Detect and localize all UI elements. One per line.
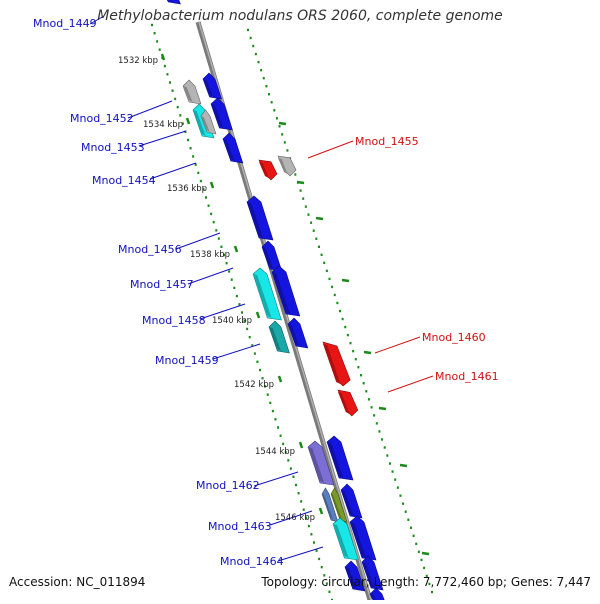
gene-block-1449 bbox=[166, 0, 181, 5]
gene-label: Mnod_1461 bbox=[435, 370, 499, 383]
gene-label: Mnod_1454 bbox=[92, 174, 156, 187]
gene-block-1461 bbox=[337, 389, 359, 417]
gene-label: Mnod_1457 bbox=[130, 278, 194, 291]
map-title: Methylobacterium nodulans ORS 2060, comp… bbox=[97, 8, 503, 24]
gene-leader-line bbox=[187, 267, 234, 285]
gene-leader-line bbox=[374, 336, 421, 354]
gene-block-1453 bbox=[210, 97, 233, 131]
kbp-tick-label: 1532 kbp bbox=[118, 56, 158, 66]
gene-block-1452b bbox=[200, 109, 217, 135]
outer-tick-mark bbox=[341, 278, 350, 283]
gene-label: Mnod_1455 bbox=[355, 135, 419, 148]
outer-tick-mark bbox=[399, 463, 408, 468]
gene-label: Mnod_1452 bbox=[70, 112, 134, 125]
kbp-tick-mark bbox=[160, 53, 166, 61]
gene-block-1451 bbox=[202, 72, 223, 100]
kbp-tick-label: 1544 kbp bbox=[255, 447, 295, 457]
kbp-tick-mark bbox=[298, 441, 304, 449]
outer-tick-mark bbox=[315, 216, 324, 221]
gene-label: Mnod_1462 bbox=[196, 479, 260, 492]
kbp-tick-label: 1542 kbp bbox=[234, 380, 274, 390]
gene-leader-line bbox=[199, 303, 246, 320]
genome-summary-text: Topology: circular; Length: 7,772,460 bp… bbox=[261, 575, 591, 589]
gene-label: Mnod_1449 bbox=[33, 17, 97, 30]
kbp-tick-label: 1540 kbp bbox=[212, 316, 252, 326]
gene-block-1455 bbox=[258, 159, 278, 181]
gene-leader-line bbox=[266, 510, 313, 527]
kbp-tick-label: 1546 kbp bbox=[275, 513, 315, 523]
gene-block-1459 bbox=[268, 320, 290, 354]
gene-label: Mnod_1458 bbox=[142, 314, 206, 327]
gene-leader-line bbox=[307, 140, 354, 159]
kbp-tick-mark bbox=[185, 117, 191, 125]
outer-tick-mark bbox=[296, 180, 305, 185]
gene-label: Mnod_1453 bbox=[81, 141, 145, 154]
gene-label: Mnod_1464 bbox=[220, 555, 284, 568]
outer-tick-mark bbox=[421, 551, 430, 556]
gene-block-1464 bbox=[332, 517, 359, 561]
gene-leader-line bbox=[253, 471, 299, 487]
gene-block-1462 bbox=[307, 440, 335, 486]
gene-leader-line bbox=[212, 343, 261, 360]
outer-tick-mark bbox=[378, 406, 387, 411]
gene-label: Mnod_1460 bbox=[422, 331, 486, 344]
kbp-tick-mark bbox=[209, 181, 215, 189]
accession-text: Accession: NC_011894 bbox=[9, 575, 146, 589]
kbp-tick-mark bbox=[255, 311, 261, 319]
outer-tick-mark bbox=[278, 121, 287, 126]
gene-leader-line bbox=[138, 130, 187, 147]
gene-leader-line bbox=[89, 15, 105, 25]
gene-block-1459b bbox=[287, 317, 309, 349]
kbp-tick-mark bbox=[233, 245, 239, 253]
kbp-tick-label: 1538 kbp bbox=[190, 250, 230, 260]
gene-block-1462b bbox=[326, 435, 354, 481]
gene-block-1460 bbox=[322, 341, 351, 387]
kbp-tick-label: 1536 kbp bbox=[167, 184, 207, 194]
kbp-tick-label: 1534 kbp bbox=[143, 120, 183, 130]
gene-block-1456 bbox=[246, 195, 274, 241]
gene-label: Mnod_1463 bbox=[208, 520, 272, 533]
gene-block-1454 bbox=[222, 132, 244, 164]
gene-block-1465 bbox=[344, 560, 366, 592]
gene-leader-line bbox=[149, 162, 197, 180]
kbp-tick-mark bbox=[277, 375, 283, 383]
kbp-tick-mark bbox=[318, 507, 324, 515]
gene-leader-line bbox=[387, 375, 434, 393]
gene-leader-line bbox=[127, 100, 173, 119]
outer-tick-mark bbox=[363, 350, 372, 355]
inner-dotted-ring bbox=[151, 23, 333, 602]
gene-block-1450 bbox=[182, 79, 202, 105]
gene-block-1458b bbox=[271, 265, 301, 317]
gene-leader-line bbox=[277, 546, 324, 562]
gene-leader-line bbox=[175, 232, 221, 250]
gene-block-1455b bbox=[277, 155, 297, 177]
gene-label: Mnod_1459 bbox=[155, 354, 219, 367]
gene-block-1458 bbox=[252, 267, 282, 321]
gene-block-1463a bbox=[321, 487, 339, 523]
gene-label: Mnod_1456 bbox=[118, 243, 182, 256]
